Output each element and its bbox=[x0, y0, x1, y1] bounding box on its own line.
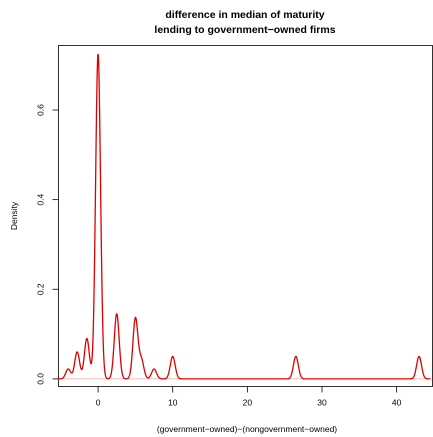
x-tick-label: 30 bbox=[317, 398, 327, 408]
x-tick-label: 0 bbox=[96, 398, 101, 408]
y-tick-label: 0.2 bbox=[36, 283, 46, 295]
density-line bbox=[57, 53, 431, 380]
y-tick-label: 0.4 bbox=[36, 193, 46, 205]
y-axis: 0.0 0.2 0.4 0.6 bbox=[36, 104, 59, 385]
x-tick-label: 40 bbox=[392, 398, 402, 408]
x-tick-label: 10 bbox=[168, 398, 178, 408]
x-axis-label: (government−owned)−(nongovernment−owned) bbox=[157, 424, 337, 434]
y-tick-label: 0.6 bbox=[36, 104, 46, 116]
y-tick-label: 0.0 bbox=[36, 373, 46, 385]
y-axis-label: Density bbox=[9, 201, 19, 230]
chart-title: difference in median of maturity bbox=[165, 9, 324, 21]
x-axis: 0 10 20 30 40 bbox=[96, 386, 402, 408]
chart-subtitle: lending to government−owned firms bbox=[154, 24, 335, 36]
x-tick-label: 20 bbox=[243, 398, 253, 408]
